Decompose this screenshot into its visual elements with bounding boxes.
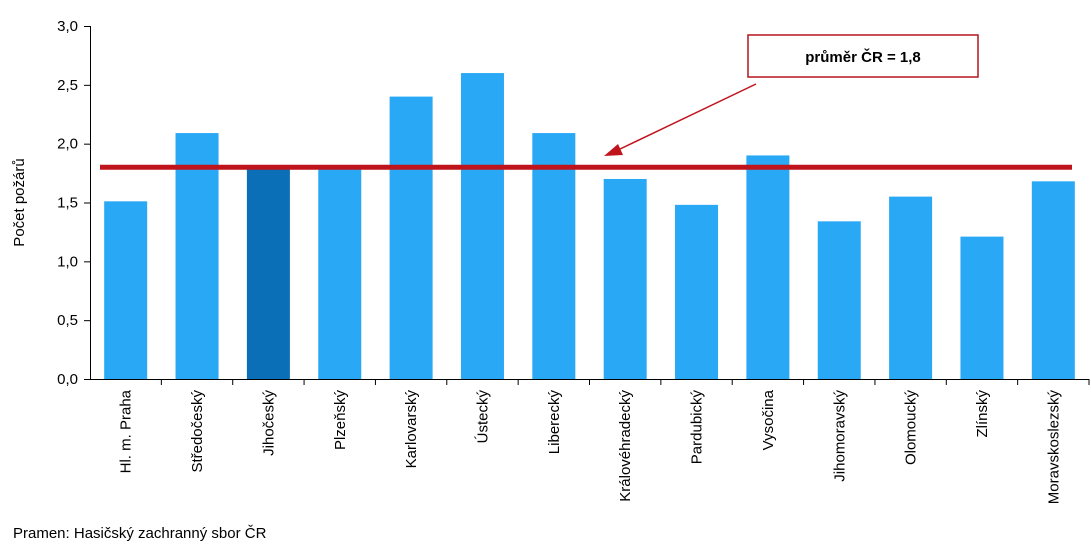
x-tick-label: Vysočina <box>760 389 777 450</box>
average-callout: průměr ČR = 1,8 <box>604 34 979 156</box>
bar <box>532 133 576 379</box>
x-tick-label: Olomoucký <box>903 390 920 466</box>
bar <box>675 204 719 379</box>
bar <box>389 96 433 379</box>
bars <box>104 73 1075 380</box>
x-tick-label: Středočeský <box>189 390 206 473</box>
x-tick-label: Karlovarský <box>403 390 420 469</box>
bar <box>318 167 362 379</box>
bar <box>460 73 504 380</box>
bar <box>746 155 790 379</box>
y-axis-label: Počet požárů <box>11 158 28 246</box>
bar <box>175 133 219 379</box>
x-tick-label: Hl. m. Praha <box>118 389 135 473</box>
bar <box>104 201 148 379</box>
source-note: Pramen: Hasičský zachranný sbor ČR <box>13 525 267 542</box>
y-tick-label: 2,5 <box>57 77 78 94</box>
y-tick-label: 0,0 <box>57 371 78 388</box>
x-tick-label: Ústecký <box>474 390 491 444</box>
average-label-box <box>747 34 979 78</box>
x-tick-label: Liberecký <box>546 390 563 455</box>
bar <box>1031 181 1075 379</box>
callout-arrow-head <box>604 144 623 156</box>
y-axis-ticks: 0,0 0,5 1,0 1,5 2,0 2,5 3,0 <box>57 18 90 388</box>
bar <box>246 167 290 379</box>
bar <box>960 236 1004 379</box>
bar <box>889 196 933 379</box>
y-tick-label: 1,5 <box>57 195 78 212</box>
x-tick-label: Královéhradecký <box>617 390 634 502</box>
x-tick-label: Zlínský <box>974 390 991 438</box>
x-tick-label: Plzeňský <box>332 390 349 451</box>
bar <box>817 221 861 379</box>
x-tick-label: Jihočeský <box>260 390 277 456</box>
bar <box>603 178 647 379</box>
x-axis-labels: Hl. m. Praha Středočeský Jihočeský Plzeňský… <box>118 379 1090 505</box>
y-tick-label: 3,0 <box>57 18 78 35</box>
x-tick-label: Pardubický <box>689 390 706 465</box>
callout-arrow <box>617 83 757 151</box>
y-tick-label: 0,5 <box>57 312 78 329</box>
y-tick-label: 2,0 <box>57 136 78 153</box>
x-tick-label: Moravskoslezský <box>1045 390 1062 505</box>
x-tick-label: Jihomoravský <box>831 390 848 482</box>
y-tick-label: 1,0 <box>57 253 78 270</box>
average-label: průměr ČR = 1,8 <box>805 48 920 66</box>
